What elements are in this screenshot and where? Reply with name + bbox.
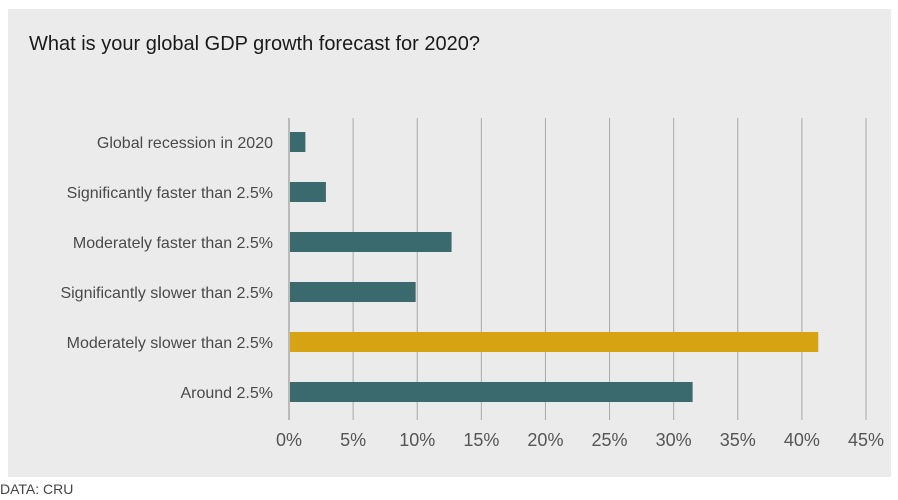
bar (290, 232, 452, 252)
bar (290, 382, 693, 402)
chart-title: What is your global GDP growth forecast … (29, 33, 480, 55)
bar (290, 332, 819, 352)
data-source: DATA: CRU (0, 481, 74, 497)
bar (290, 282, 416, 302)
x-tick-label: 20% (527, 430, 563, 450)
x-tick-label: 40% (784, 430, 820, 450)
x-tick-label: 15% (463, 430, 499, 450)
x-tick-label: 25% (592, 430, 628, 450)
category-label: Significantly slower than 2.5% (60, 285, 273, 302)
x-tick-label: 35% (720, 430, 756, 450)
x-tick-label: 30% (656, 430, 692, 450)
bar (290, 132, 306, 152)
x-tick-label: 5% (340, 430, 366, 450)
category-label: Significantly faster than 2.5% (67, 185, 273, 202)
bar (290, 182, 326, 202)
category-label: Around 2.5% (180, 385, 273, 402)
x-tick-label: 10% (399, 430, 435, 450)
x-tick-label: 45% (848, 430, 884, 450)
category-label: Moderately slower than 2.5% (67, 335, 273, 352)
category-label: Moderately faster than 2.5% (73, 235, 273, 252)
x-tick-label: 0% (276, 430, 302, 450)
category-label: Global recession in 2020 (97, 135, 273, 152)
